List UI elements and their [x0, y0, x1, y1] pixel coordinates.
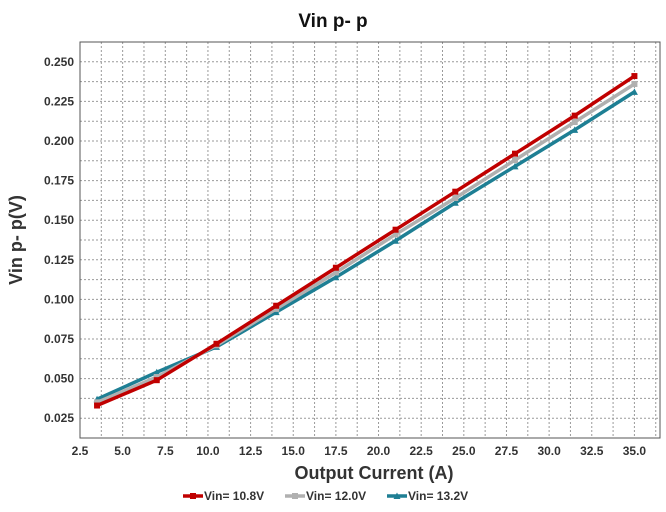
data-point: [451, 199, 459, 206]
legend-item-2: Vin= 13.2V: [387, 489, 468, 503]
grid: [80, 42, 660, 438]
plot-frame: [79, 41, 661, 439]
data-point: [392, 226, 399, 233]
data-point: [511, 162, 519, 170]
y-tick-label: 0.075: [44, 332, 74, 346]
data-point: [94, 402, 101, 409]
data-point: [153, 368, 161, 376]
data-point: [94, 399, 101, 406]
data-point: [332, 264, 339, 271]
series-0: [94, 73, 638, 409]
x-tick-label: 25.0: [452, 444, 476, 458]
data-point: [273, 305, 280, 312]
data-point: [392, 231, 399, 238]
chart-title: Vin p- p: [298, 11, 367, 32]
x-tick-label: 35.0: [623, 444, 647, 458]
x-tick-label: 2.5: [72, 444, 89, 458]
y-tick-label: 0.225: [44, 94, 74, 108]
x-axis-title: Output Current (A): [295, 463, 454, 483]
data-point: [392, 237, 400, 244]
legend-label: Vin= 13.2V: [408, 489, 468, 503]
y-tick-label: 0.250: [44, 55, 74, 69]
series-line: [96, 74, 636, 408]
y-tick-label: 0.100: [44, 292, 74, 306]
x-tick-label: 17.5: [324, 444, 348, 458]
y-tick-label: 0.025: [44, 411, 74, 425]
data-point: [631, 80, 638, 87]
x-tick-label: 7.5: [157, 444, 174, 458]
x-tick-label: 32.5: [580, 444, 604, 458]
series-group: [93, 73, 638, 409]
data-point: [332, 269, 339, 276]
x-tick-label: 30.0: [537, 444, 561, 458]
x-tick-label: 20.0: [367, 444, 391, 458]
data-point: [452, 195, 459, 202]
series-line: [96, 90, 636, 401]
x-tick-label: 15.0: [282, 444, 306, 458]
x-tick-label: 10.0: [196, 444, 220, 458]
y-tick-label: 0.125: [44, 253, 74, 267]
data-point: [571, 126, 579, 133]
y-tick-label: 0.175: [44, 174, 74, 188]
y-tick-label: 0.050: [44, 372, 74, 386]
x-tick-labels: 2.5 5.0 7.5 10.0 12.5 15.0 17.5 20.0 22.5 25.0 27.…: [72, 444, 647, 458]
data-point: [630, 88, 638, 95]
x-tick-label: 12.5: [239, 444, 263, 458]
legend-item-1: Vin= 12.0V: [285, 489, 366, 503]
data-point: [512, 150, 518, 157]
legend-item-0: Vin= 10.8V: [183, 489, 264, 503]
data-point: [332, 273, 340, 281]
x-tick-label: 22.5: [409, 444, 433, 458]
legend-label: Vin= 10.8V: [204, 489, 264, 503]
data-point: [273, 302, 280, 309]
legend-marker: [292, 493, 298, 499]
series-line: [96, 82, 636, 404]
y-tick-label: 0.150: [44, 213, 74, 227]
data-point: [153, 374, 160, 381]
data-point: [631, 73, 638, 80]
x-tick-label: 27.5: [495, 444, 519, 458]
legend-marker: [190, 493, 196, 499]
data-point: [571, 118, 578, 125]
data-point: [213, 340, 220, 347]
data-point: [452, 188, 459, 195]
y-tick-label: 0.200: [44, 134, 74, 148]
data-point: [512, 157, 518, 164]
data-point: [153, 377, 160, 384]
x-tick-label: 5.0: [114, 444, 131, 458]
y-tick-labels: 0.025 0.050 0.075 0.100 0.125 0.150 0.175 0.200…: [44, 55, 74, 425]
y-axis-title: Vin p- p(V): [6, 195, 26, 285]
legend-marker: [393, 492, 401, 499]
legend: Vin= 10.8V Vin= 12.0V Vin= 13.2V: [183, 489, 468, 503]
data-point: [571, 112, 578, 119]
legend-label: Vin= 12.0V: [306, 489, 366, 503]
